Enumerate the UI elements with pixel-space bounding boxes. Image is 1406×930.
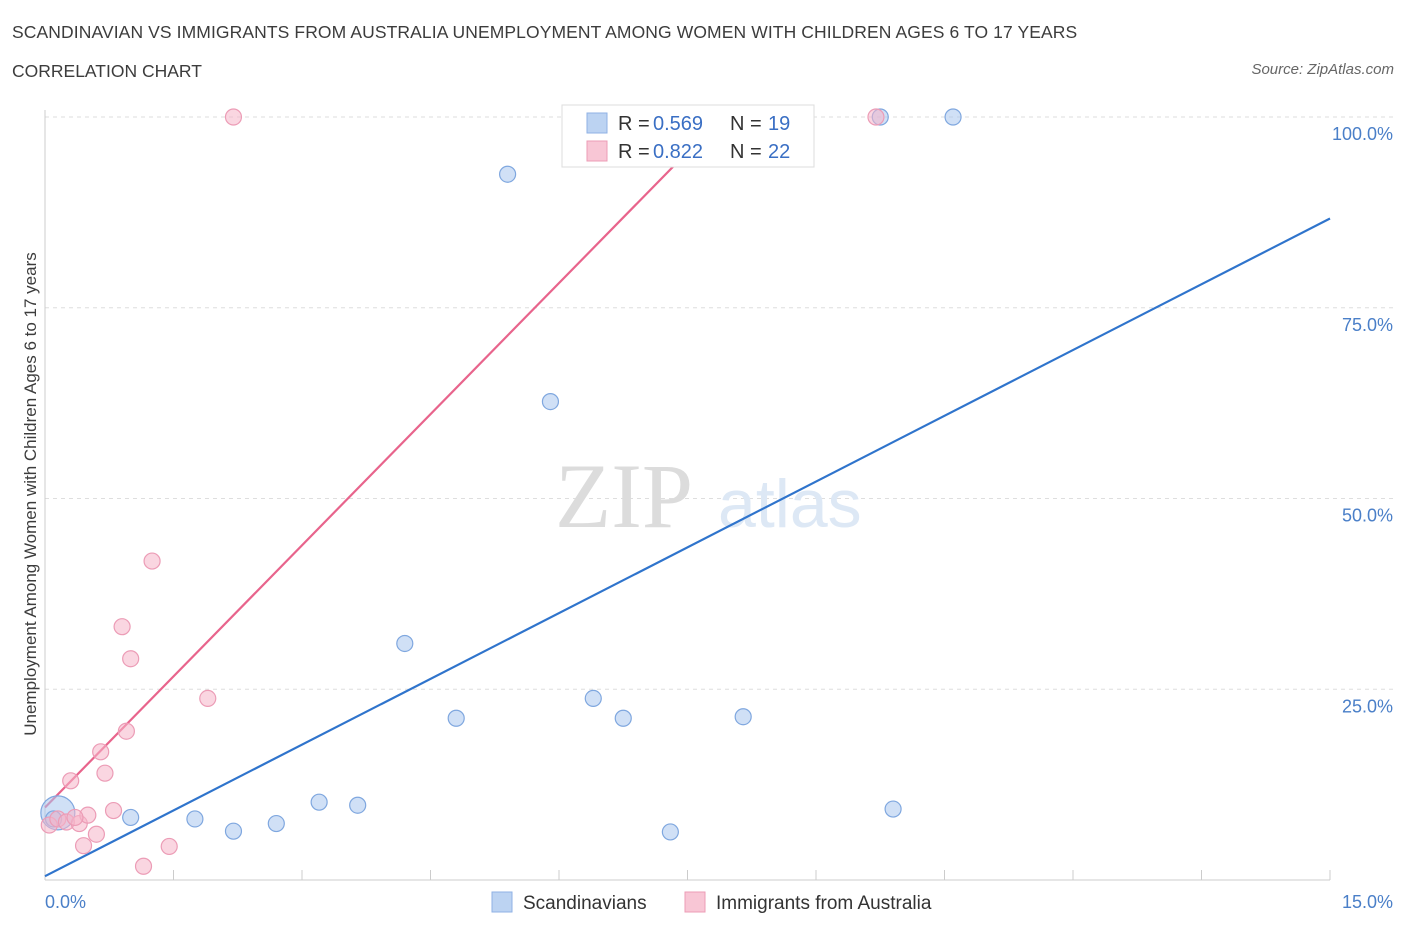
watermark-atlas: atlas	[718, 466, 862, 542]
australia-point-14	[134, 857, 153, 875]
bottom-legend-swatch-australia	[684, 891, 706, 913]
australia-point-13	[122, 650, 140, 668]
australia-point-21	[66, 808, 84, 827]
legend-swatch-scandinavian	[586, 112, 608, 134]
y-tick-label-3: 25.0%	[1342, 696, 1393, 716]
scandinavian-point-9	[499, 165, 517, 183]
scandinavian-point-15	[884, 800, 902, 818]
y-tick-label-2: 50.0%	[1342, 506, 1393, 526]
chart-subtitle: CORRELATION CHART	[12, 61, 202, 81]
legend-n-value-1: 19	[768, 113, 790, 135]
australia-point-16	[160, 837, 178, 856]
scandinavian-point-13	[661, 823, 679, 841]
australia-point-15	[143, 552, 161, 570]
legend-n-label-1: N =	[730, 113, 762, 135]
scandinavian-point-3	[224, 822, 243, 840]
scandinavian-point-1	[122, 808, 140, 827]
source-label: Source: ZipAtlas.com	[1251, 61, 1394, 78]
scandinavian-point-12	[614, 709, 632, 727]
australia-point-10	[104, 801, 123, 820]
scandinavian-point-2	[186, 810, 204, 828]
trend-lines	[44, 116, 1331, 878]
scandinavian-point-7	[396, 634, 414, 653]
australia-trend-line	[44, 116, 723, 809]
legend-n-label-2: N =	[730, 141, 762, 163]
australia-point-20	[867, 108, 885, 126]
legend-r-label-2: R =	[618, 141, 650, 163]
scandinavian-point-4	[267, 814, 285, 833]
bottom-legend-swatch-scandinavian	[491, 891, 513, 913]
scandinavian-point-11	[584, 689, 602, 708]
australia-point-7	[87, 825, 106, 843]
series-legend: Scandinavians Immigrants from Australia	[491, 891, 932, 914]
scandinavian-point-6	[349, 796, 367, 814]
legend-r-label-1: R =	[618, 113, 650, 135]
legend-r-value-2: 0.822	[653, 141, 703, 163]
grid-lines	[45, 116, 1395, 690]
stats-legend: R = 0.569 N = 19 R = 0.822 N = 22	[561, 104, 815, 168]
x-tick-min: 0.0%	[45, 892, 86, 912]
scandinavian-trend-line	[44, 217, 1331, 878]
chart-title: SCANDINAVIAN VS IMMIGRANTS FROM AUSTRALI…	[12, 22, 1078, 42]
australia-point-18	[224, 108, 243, 126]
australia-point-12	[117, 722, 135, 740]
legend-n-value-2: 22	[768, 141, 790, 163]
y-axis-label: Unemployment Among Women with Children A…	[21, 252, 40, 736]
scandinavian-point-14	[734, 708, 752, 726]
legend-r-value-1: 0.569	[653, 113, 703, 135]
watermark-zip: ZIP	[555, 445, 693, 547]
bottom-legend-australia: Immigrants from Australia	[716, 893, 932, 914]
scandinavian-point-5	[310, 793, 328, 811]
australia-point-17	[199, 689, 217, 708]
scandinavian-point-8	[447, 709, 465, 727]
australia-point-5	[74, 837, 93, 855]
y-tick-label-1: 75.0%	[1342, 315, 1393, 335]
scandinavian-point-17	[944, 108, 962, 126]
australia-point-11	[113, 618, 131, 636]
australia-point-8	[92, 743, 110, 761]
australia-point-9	[96, 764, 114, 782]
australia-point-3	[62, 772, 80, 790]
bottom-legend-scandinavian: Scandinavians	[523, 893, 647, 914]
scandinavian-point-10	[541, 392, 560, 411]
legend-swatch-australia	[586, 140, 608, 162]
axes	[44, 110, 1331, 881]
x-tick-max: 15.0%	[1342, 892, 1393, 912]
y-tick-labels: 100.0% 75.0% 50.0% 25.0%	[1332, 124, 1393, 716]
y-tick-label-0: 100.0%	[1332, 124, 1393, 144]
